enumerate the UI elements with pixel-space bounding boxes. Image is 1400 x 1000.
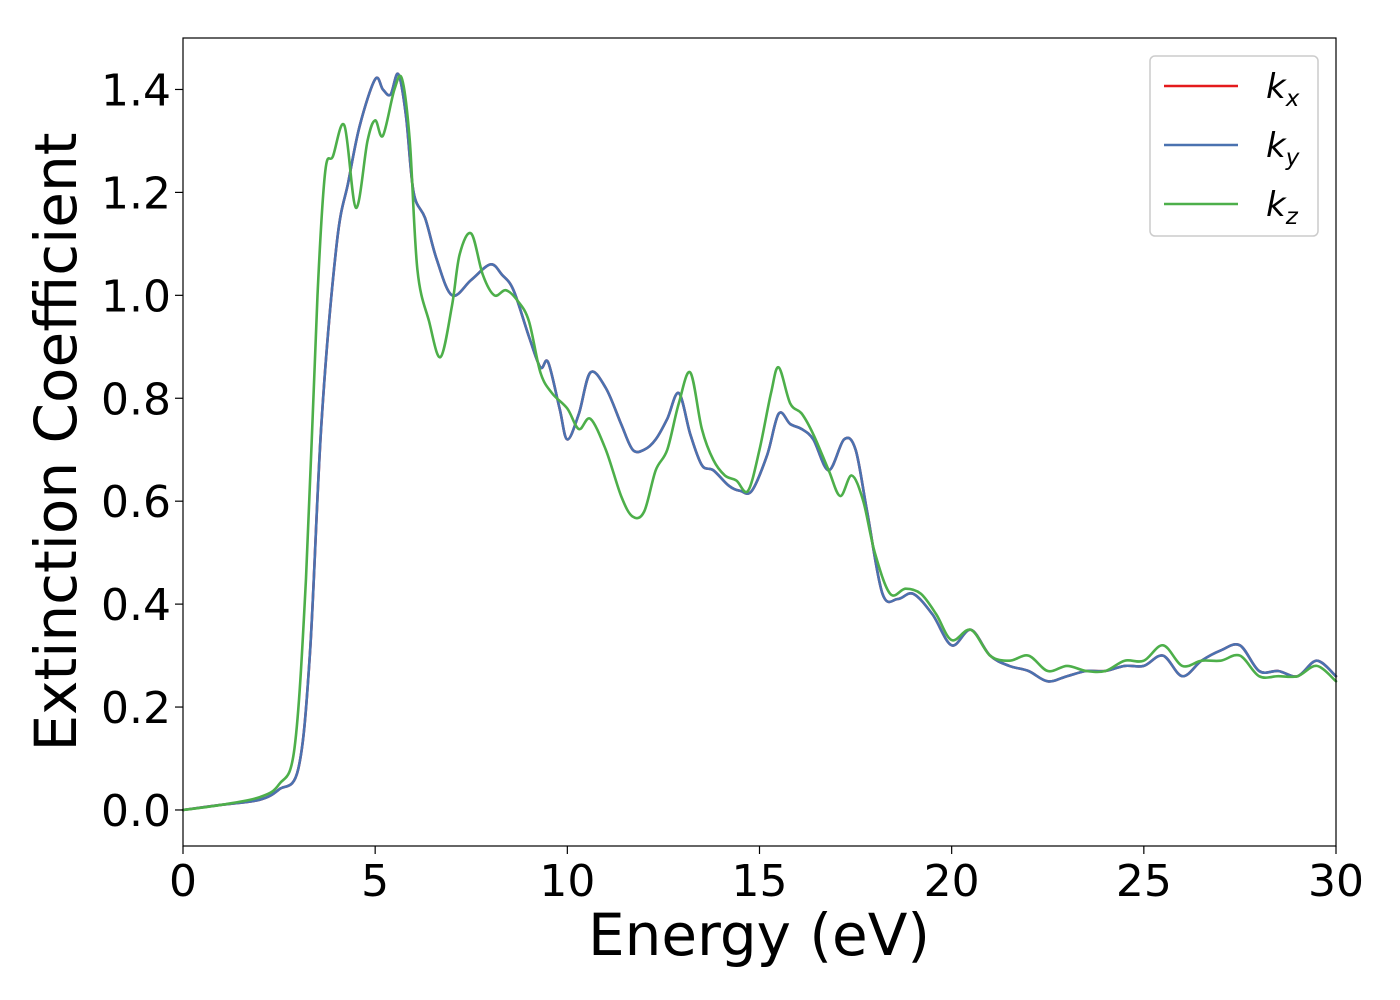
y-axis-title: Extinction Coefficient bbox=[22, 133, 90, 752]
x-tick-label: 0 bbox=[169, 856, 197, 907]
y-tick-label: 0.6 bbox=[101, 477, 171, 528]
y-tick-label: 0.8 bbox=[101, 374, 171, 425]
legend: kx ky kz bbox=[1149, 55, 1319, 237]
y-tick-label: 0.0 bbox=[101, 786, 171, 837]
x-axis-ticks: 0 5 10 15 20 25 30 bbox=[169, 846, 1364, 907]
x-tick-label: 10 bbox=[539, 856, 595, 907]
legend-label-z: kz bbox=[1266, 185, 1299, 230]
y-tick-label: 1.0 bbox=[101, 271, 171, 322]
y-tick-label: 0.4 bbox=[101, 580, 171, 631]
legend-label-x: kx bbox=[1266, 67, 1300, 112]
series-line-z bbox=[181, 74, 1338, 812]
y-tick-label: 0.2 bbox=[101, 683, 171, 734]
plot-lines bbox=[181, 72, 1338, 812]
x-tick-label: 5 bbox=[361, 856, 389, 907]
x-tick-label: 15 bbox=[732, 856, 788, 907]
x-tick-label: 30 bbox=[1308, 856, 1364, 907]
legend-label-y: ky bbox=[1266, 126, 1300, 171]
x-tick-label: 25 bbox=[1116, 856, 1172, 907]
y-axis-ticks: 0.0 0.2 0.4 0.6 0.8 1.0 1.2 1.4 bbox=[101, 65, 183, 837]
y-tick-label: 1.2 bbox=[101, 168, 171, 219]
y-tick-label: 1.4 bbox=[101, 65, 171, 116]
x-axis-title: Energy (eV) bbox=[588, 901, 930, 969]
x-tick-label: 20 bbox=[924, 856, 980, 907]
